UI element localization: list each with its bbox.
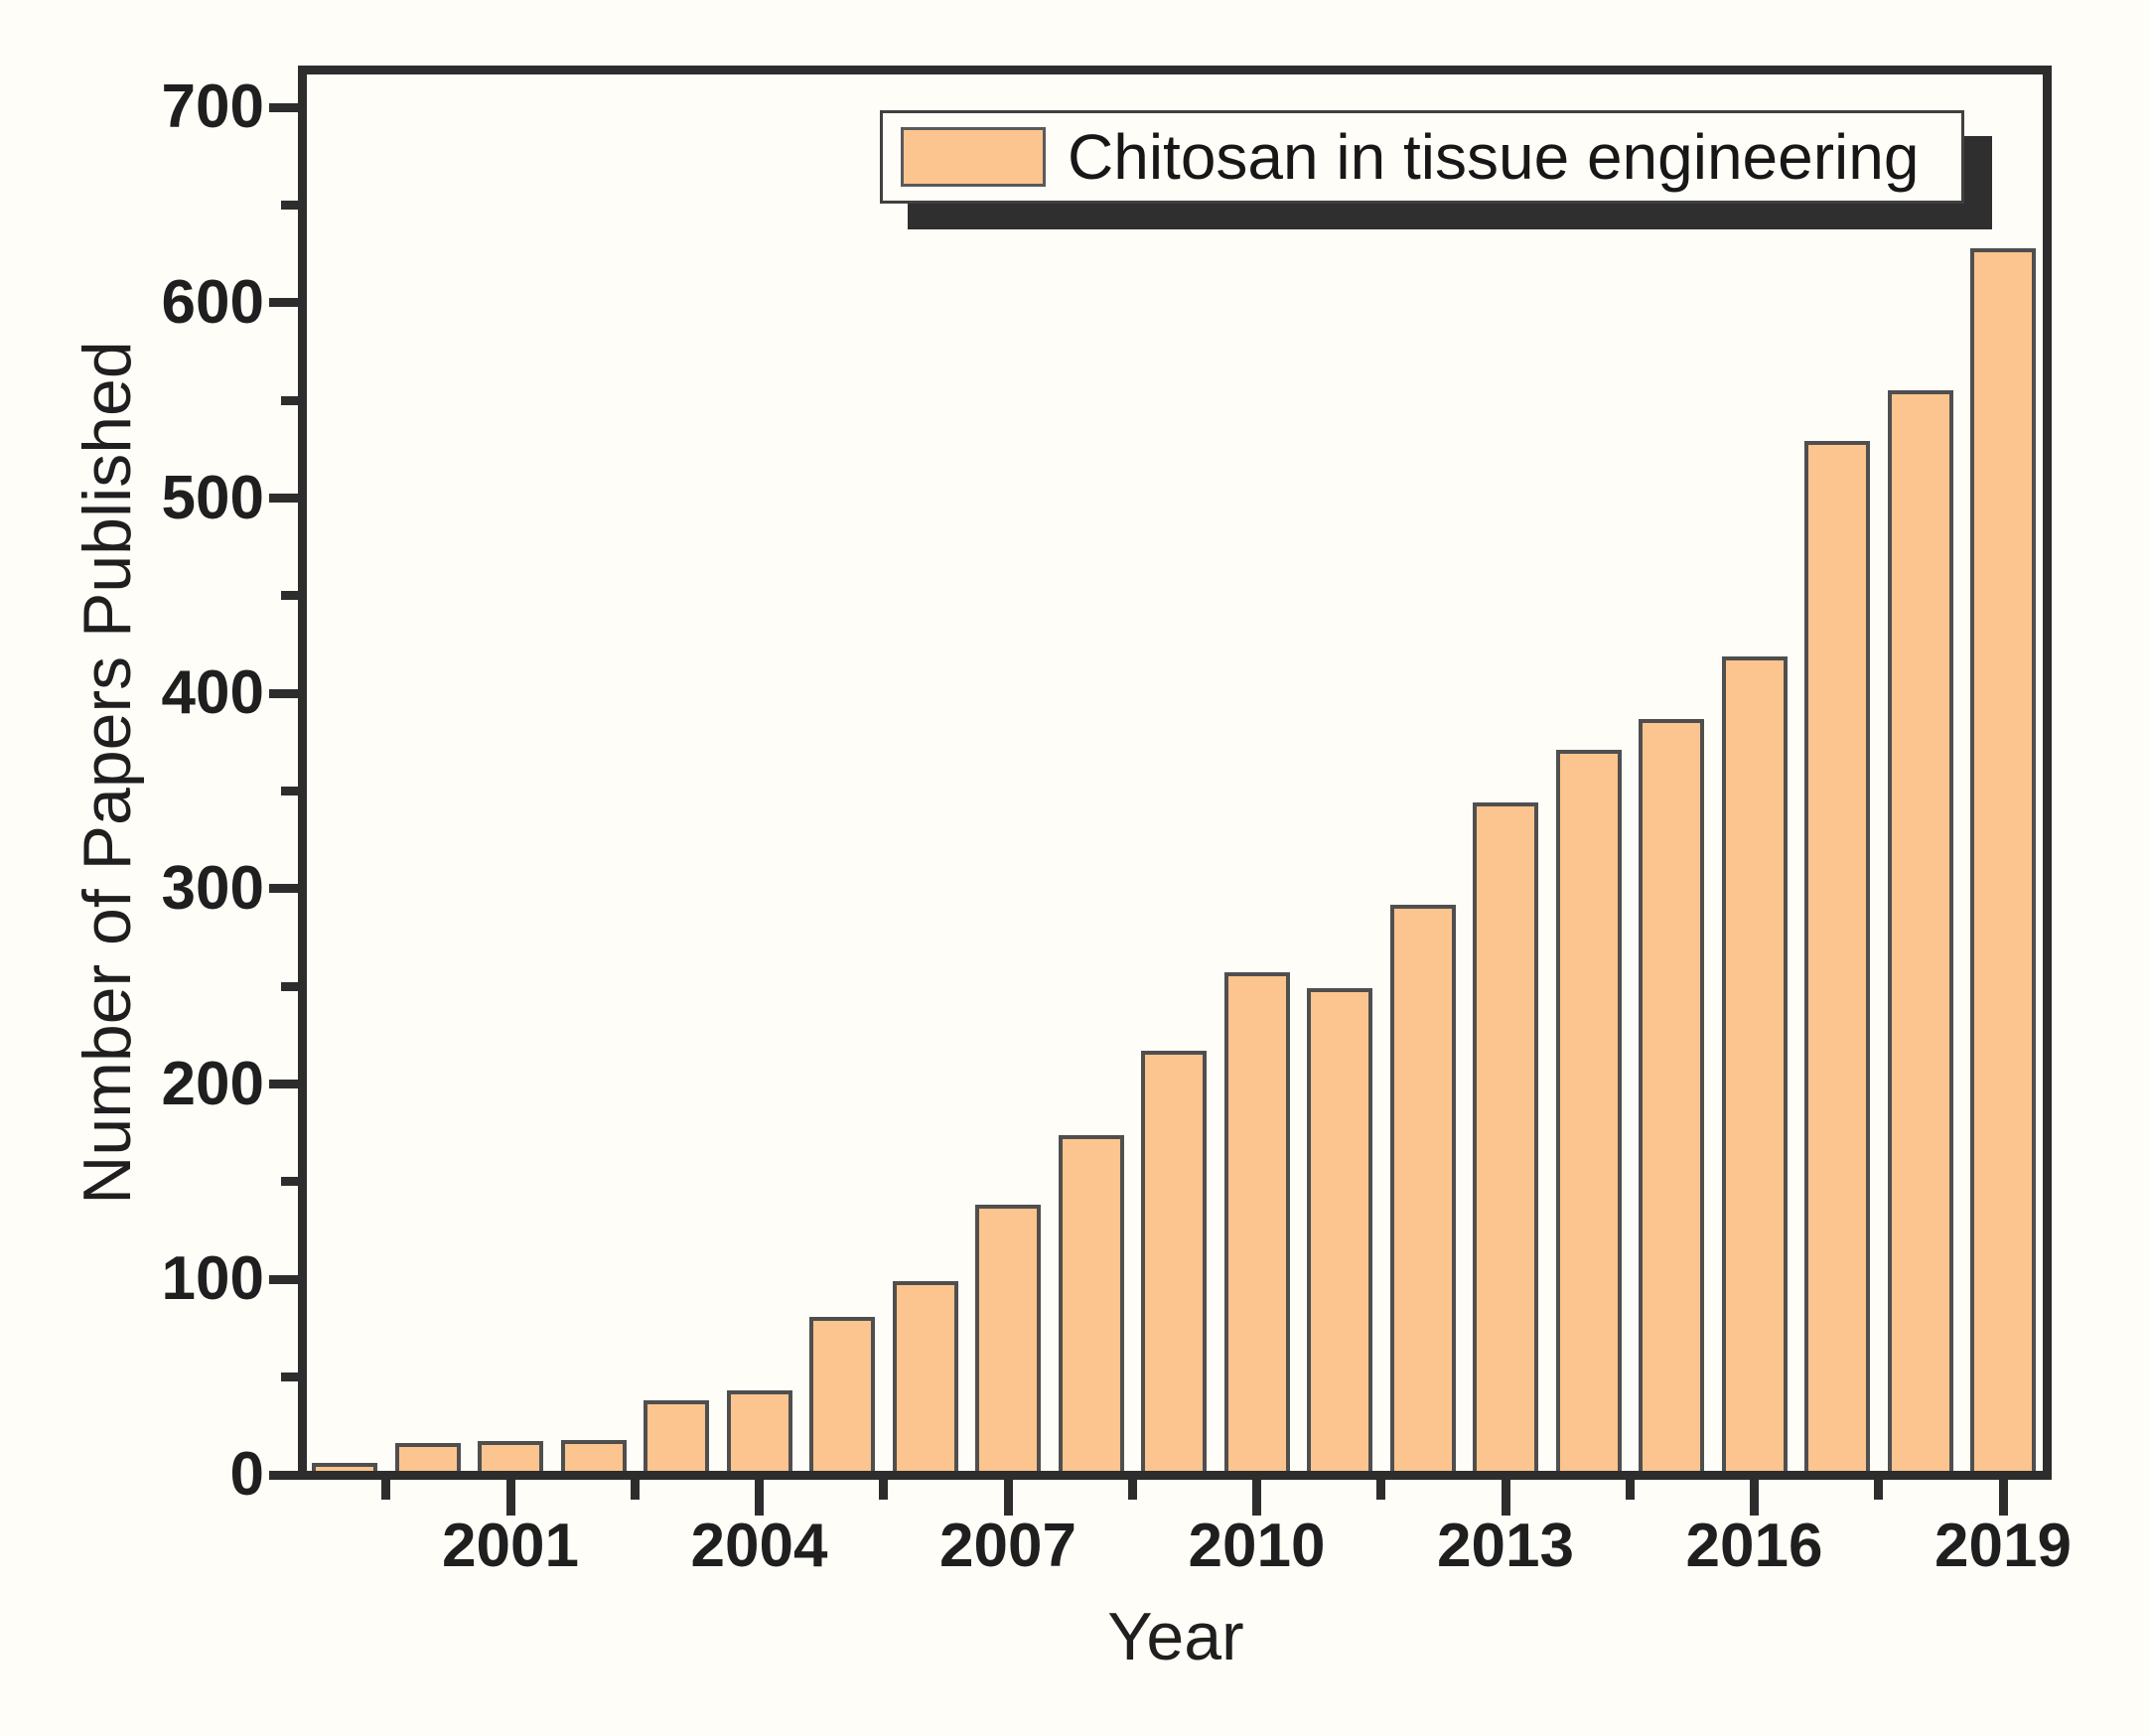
bar-2018 — [1887, 390, 1953, 1475]
y-minor-tick — [281, 591, 299, 601]
y-tick-label-700: 700 — [161, 72, 264, 142]
x-major-tick — [755, 1480, 764, 1516]
x-axis-title: Year — [1107, 1599, 1244, 1674]
x-minor-tick — [1625, 1480, 1635, 1500]
bar-2012 — [1389, 904, 1456, 1475]
y-tick-label-400: 400 — [161, 658, 264, 728]
y-major-tick — [269, 688, 299, 698]
bar-2013 — [1473, 802, 1538, 1475]
x-tick-label-2004: 2004 — [690, 1512, 828, 1580]
x-tick-label-2001: 2001 — [442, 1512, 579, 1580]
y-minor-tick — [281, 787, 299, 796]
bar-2007 — [975, 1205, 1041, 1475]
y-tick-label-100: 100 — [161, 1244, 264, 1314]
x-tick-label-2019: 2019 — [1934, 1512, 2072, 1580]
y-major-tick — [269, 494, 299, 503]
legend: Chitosan in tissue engineering — [880, 110, 1964, 204]
bar-2003 — [644, 1400, 709, 1475]
y-minor-tick — [281, 981, 299, 991]
y-major-tick — [269, 102, 299, 112]
x-major-tick — [1750, 1480, 1759, 1516]
legend-swatch-icon — [901, 127, 1046, 187]
y-major-tick — [269, 1080, 299, 1089]
x-minor-tick — [1376, 1480, 1386, 1500]
bar-2010 — [1223, 972, 1290, 1475]
y-minor-tick — [281, 395, 299, 405]
x-tick-label-2010: 2010 — [1188, 1512, 1326, 1580]
y-minor-tick — [281, 1177, 299, 1187]
y-major-tick — [269, 1470, 299, 1480]
x-tick-label-2013: 2013 — [1437, 1512, 1574, 1580]
y-minor-tick — [281, 200, 299, 210]
x-minor-tick — [381, 1480, 391, 1500]
x-major-tick — [505, 1480, 515, 1516]
bar-2017 — [1804, 441, 1870, 1475]
bar-2014 — [1555, 750, 1622, 1475]
y-tick-label-600: 600 — [161, 267, 264, 337]
bar-2009 — [1141, 1051, 1207, 1475]
y-tick-label-500: 500 — [161, 463, 264, 532]
x-major-tick — [1998, 1480, 2008, 1516]
bar-2016 — [1721, 655, 1788, 1475]
bar-2002 — [560, 1439, 627, 1475]
x-major-tick — [1501, 1480, 1510, 1516]
x-major-tick — [1003, 1480, 1013, 1516]
bar-1999 — [312, 1463, 377, 1475]
x-minor-tick — [1874, 1480, 1884, 1500]
bar-2005 — [809, 1316, 875, 1475]
y-minor-tick — [281, 1373, 299, 1382]
y-major-tick — [269, 298, 299, 308]
y-tick-label-300: 300 — [161, 853, 264, 923]
y-major-tick — [269, 1274, 299, 1284]
x-minor-tick — [1127, 1480, 1137, 1500]
bar-2001 — [478, 1441, 543, 1475]
bar-2015 — [1639, 718, 1704, 1475]
bar-2000 — [394, 1443, 461, 1475]
bar-2006 — [892, 1281, 958, 1475]
x-tick-label-2016: 2016 — [1685, 1512, 1823, 1580]
y-axis-title: Number of Papers Published — [70, 341, 145, 1205]
x-minor-tick — [879, 1480, 889, 1500]
x-major-tick — [1252, 1480, 1261, 1516]
y-major-tick — [269, 884, 299, 894]
bar-2004 — [726, 1390, 792, 1475]
x-minor-tick — [630, 1480, 640, 1500]
y-tick-label-0: 0 — [229, 1440, 264, 1509]
bar-2011 — [1307, 988, 1372, 1475]
bar-2008 — [1058, 1134, 1124, 1475]
x-tick-label-2007: 2007 — [939, 1512, 1076, 1580]
y-tick-label-200: 200 — [161, 1049, 264, 1118]
legend-label: Chitosan in tissue engineering — [1068, 121, 1920, 193]
bar-2019 — [1970, 247, 2036, 1475]
